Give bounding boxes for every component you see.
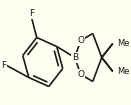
Text: F: F (29, 9, 34, 18)
Text: O: O (77, 70, 84, 79)
Text: Me: Me (117, 67, 129, 76)
Text: B: B (72, 53, 78, 62)
Text: F: F (2, 61, 7, 70)
Text: Me: Me (117, 39, 129, 48)
Text: O: O (77, 36, 84, 45)
